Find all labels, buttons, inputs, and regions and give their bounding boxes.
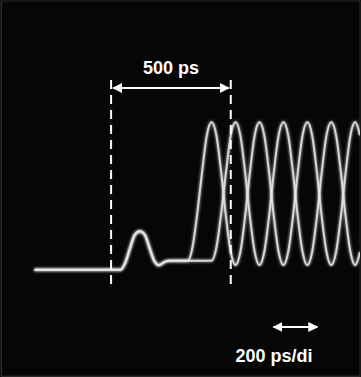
dashed-marker xyxy=(110,80,112,290)
scale-label: 200 ps/di xyxy=(235,346,312,366)
x-axis-line xyxy=(2,376,361,377)
span-arrow xyxy=(113,87,229,89)
x-axis xyxy=(2,376,361,377)
trace xyxy=(35,122,360,270)
scale-arrow xyxy=(273,326,317,328)
chart: 500 ps 200 ps/di xyxy=(0,0,361,377)
trace xyxy=(35,122,360,270)
y-axis xyxy=(1,2,2,377)
span-label: 500 ps xyxy=(143,58,199,78)
traces xyxy=(35,122,360,270)
y-axis-line xyxy=(1,2,2,377)
dashed-marker xyxy=(230,80,232,290)
annotations: 500 ps 200 ps/di xyxy=(111,58,317,366)
plot-frame xyxy=(1,1,360,376)
